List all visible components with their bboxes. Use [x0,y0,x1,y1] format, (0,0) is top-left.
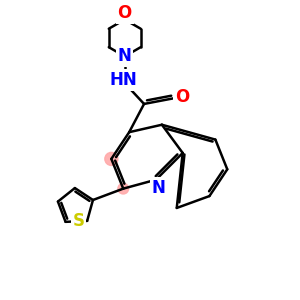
Text: S: S [72,212,84,230]
Text: N: N [118,47,132,65]
Text: O: O [175,88,189,106]
Text: HN: HN [110,71,137,89]
Circle shape [105,152,118,166]
Circle shape [118,183,129,194]
Text: O: O [118,4,132,22]
Text: N: N [152,179,166,197]
